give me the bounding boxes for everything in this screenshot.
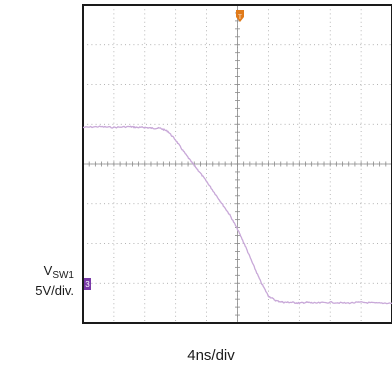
plot-frame (82, 4, 392, 324)
waveform-trace (82, 125, 392, 305)
channel-name: V (43, 263, 53, 278)
channel-label: VSW1 5V/div. (14, 263, 74, 298)
trigger-marker: T (236, 10, 244, 22)
graticule (83, 5, 392, 323)
channel-name-subscript: SW1 (52, 270, 74, 281)
trigger-marker-label: T (238, 15, 242, 21)
channel-marker-label: 3 (85, 280, 90, 289)
timebase-label: 4ns/div (187, 347, 235, 364)
channel-ground-marker: 3 (84, 278, 91, 290)
timebase-label-wrap: 4ns/div (0, 347, 392, 364)
channel-scale: 5V/div. (35, 283, 74, 298)
